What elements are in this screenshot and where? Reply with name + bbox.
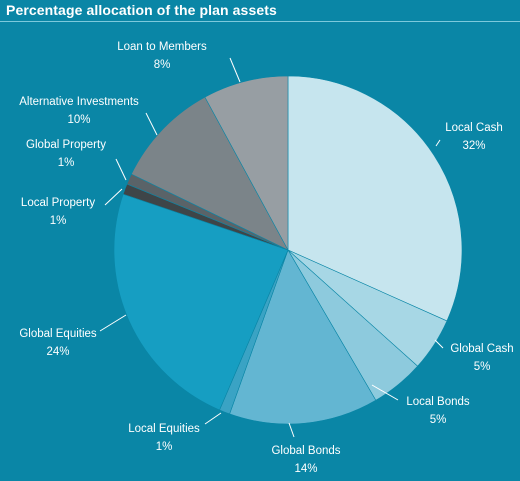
leader-line	[104, 188, 123, 206]
slice-percent: 24%	[46, 346, 69, 358]
slice-percent: 10%	[67, 114, 90, 126]
slice-percent: 14%	[294, 463, 317, 475]
chart-title: Percentage allocation of the plan assets	[6, 2, 277, 18]
title-divider	[0, 21, 520, 22]
slice-percent: 1%	[50, 215, 67, 227]
slice-percent: 1%	[156, 441, 173, 453]
slice-label: Global Bonds	[271, 445, 340, 457]
slice-label: Global Property	[26, 139, 106, 151]
leader-line	[99, 314, 127, 332]
pie-slice-alternative-investments	[130, 96, 289, 251]
slice-label: Local Bonds	[406, 396, 470, 408]
pie-slice-global-equities	[113, 193, 289, 411]
slice-label: Loan to Members	[117, 41, 207, 53]
slice-label: Local Property	[21, 197, 95, 209]
leader-line	[229, 57, 241, 83]
leader-line	[434, 339, 444, 349]
slice-label: Global Cash	[450, 343, 513, 355]
pie-slice-local-cash	[287, 75, 463, 322]
leader-line	[371, 384, 399, 401]
pie-slice-loan-to-members	[204, 75, 289, 251]
leader-line	[435, 139, 441, 147]
slice-percent: 5%	[430, 414, 447, 426]
leader-line	[204, 412, 222, 425]
slice-label: Global Equities	[19, 328, 97, 340]
leader-line	[145, 112, 158, 136]
slice-percent: 32%	[462, 140, 485, 152]
slice-label: Alternative Investments	[19, 96, 139, 108]
pie-slice-global-bonds	[229, 249, 377, 425]
slice-percent: 8%	[154, 59, 171, 71]
leader-line	[115, 158, 127, 181]
slice-percent: 1%	[58, 157, 75, 169]
slice-label: Local Cash	[445, 122, 503, 134]
leader-line	[288, 422, 295, 438]
slice-percent: 5%	[474, 361, 491, 373]
slice-label: Local Equities	[128, 423, 200, 435]
